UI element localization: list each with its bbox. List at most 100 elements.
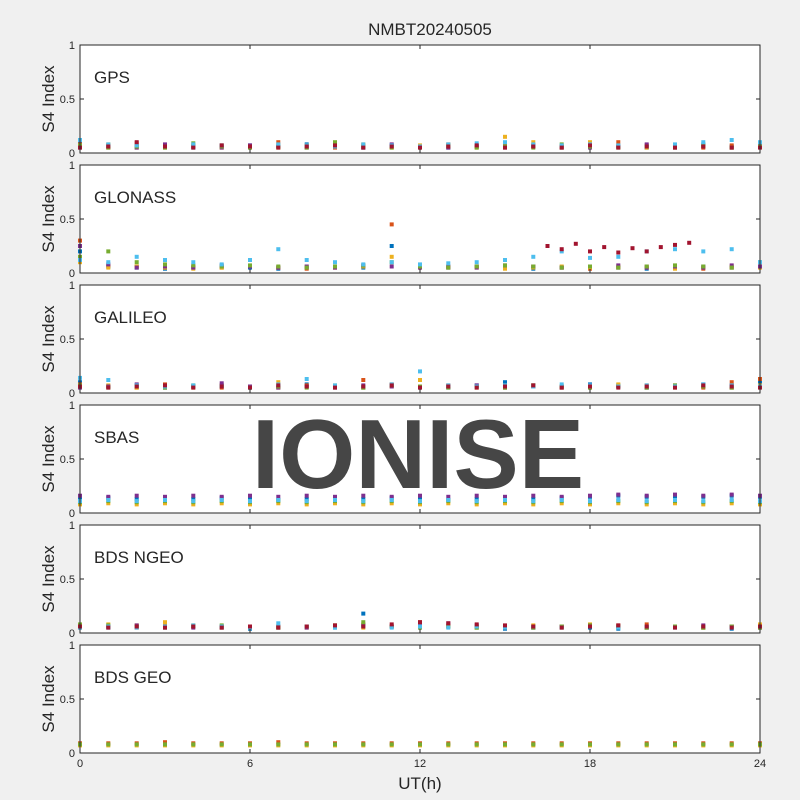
data-point bbox=[559, 143, 564, 148]
subplot-3: 0 0.5 1 GALILEO S4 Index bbox=[39, 280, 762, 400]
data-point bbox=[559, 501, 564, 506]
data-point bbox=[616, 385, 621, 390]
data-point bbox=[418, 502, 422, 507]
data-point bbox=[361, 493, 366, 498]
data-point bbox=[503, 263, 507, 268]
panel-label: GLONASS bbox=[94, 188, 176, 207]
data-point bbox=[304, 493, 309, 498]
data-point bbox=[248, 263, 252, 268]
data-point bbox=[446, 742, 451, 747]
data-point bbox=[106, 498, 111, 502]
data-point bbox=[191, 145, 196, 150]
data-point bbox=[701, 502, 706, 507]
data-point bbox=[446, 142, 451, 147]
data-point bbox=[616, 625, 621, 630]
data-point bbox=[602, 245, 607, 250]
data-point bbox=[248, 624, 252, 629]
data-point bbox=[276, 498, 281, 502]
data-point bbox=[644, 624, 649, 629]
data-point bbox=[474, 493, 479, 498]
data-point bbox=[304, 742, 309, 747]
data-point bbox=[418, 264, 422, 269]
data-point bbox=[503, 266, 507, 271]
data-point bbox=[588, 502, 592, 507]
x-axis-label: UT(h) bbox=[398, 774, 441, 793]
data-point bbox=[503, 384, 507, 389]
data-point bbox=[616, 263, 621, 268]
data-point bbox=[701, 742, 706, 747]
y-axis-label: S4 Index bbox=[39, 305, 58, 373]
data-point bbox=[644, 499, 649, 504]
data-point bbox=[191, 142, 196, 147]
data-point bbox=[361, 384, 366, 389]
data-point bbox=[276, 621, 281, 626]
data-point bbox=[361, 262, 366, 267]
data-point bbox=[333, 385, 337, 390]
data-point bbox=[304, 265, 309, 270]
data-point bbox=[418, 742, 422, 747]
data-point bbox=[248, 144, 252, 149]
data-point bbox=[418, 499, 422, 504]
data-point bbox=[701, 493, 706, 498]
data-point bbox=[729, 498, 734, 502]
data-point bbox=[616, 254, 621, 259]
data-point bbox=[389, 144, 394, 149]
data-point bbox=[418, 620, 422, 625]
data-point bbox=[446, 384, 451, 389]
data-point bbox=[616, 498, 621, 502]
data-point bbox=[673, 495, 677, 500]
data-point bbox=[361, 142, 366, 147]
data-point bbox=[503, 258, 507, 262]
data-point bbox=[701, 499, 706, 504]
data-point bbox=[559, 265, 564, 270]
data-point bbox=[644, 742, 649, 747]
data-point bbox=[644, 502, 649, 507]
data-point bbox=[644, 249, 649, 254]
data-point bbox=[474, 742, 479, 747]
series-3 bbox=[78, 492, 762, 499]
data-point bbox=[531, 264, 536, 269]
data-point bbox=[588, 499, 592, 504]
data-point bbox=[219, 384, 224, 389]
data-point bbox=[191, 497, 196, 501]
panel-label: SBAS bbox=[94, 428, 139, 447]
data-point bbox=[276, 247, 281, 252]
data-point bbox=[361, 502, 366, 507]
data-point bbox=[304, 377, 309, 381]
x-tick-label: 18 bbox=[584, 758, 596, 770]
data-point bbox=[134, 140, 139, 145]
data-point bbox=[503, 498, 507, 502]
data-point bbox=[446, 494, 451, 499]
data-point bbox=[219, 381, 224, 386]
data-point bbox=[588, 384, 592, 389]
data-point bbox=[163, 383, 167, 388]
data-point bbox=[389, 260, 394, 265]
data-point bbox=[134, 384, 139, 389]
data-point bbox=[304, 258, 309, 262]
data-point bbox=[191, 260, 196, 265]
data-point bbox=[474, 264, 479, 269]
data-point bbox=[503, 625, 507, 630]
data-point bbox=[418, 497, 422, 501]
data-point bbox=[531, 624, 536, 629]
data-point bbox=[673, 625, 677, 630]
axes-background bbox=[80, 645, 760, 753]
data-point bbox=[616, 623, 621, 628]
data-point bbox=[644, 622, 649, 627]
y-tick-label: 0 bbox=[69, 748, 75, 760]
data-point bbox=[588, 624, 592, 629]
series-7 bbox=[545, 240, 692, 255]
y-axis-label: S4 Index bbox=[39, 185, 58, 253]
data-point bbox=[248, 499, 252, 504]
data-point bbox=[276, 742, 281, 747]
data-point bbox=[673, 247, 677, 252]
data-point bbox=[531, 497, 536, 501]
data-point bbox=[248, 502, 252, 507]
data-point bbox=[559, 498, 564, 502]
data-point bbox=[701, 144, 706, 149]
data-point bbox=[503, 501, 507, 506]
data-point bbox=[163, 262, 167, 267]
data-point bbox=[729, 143, 734, 148]
data-point bbox=[389, 254, 394, 259]
data-point bbox=[304, 624, 309, 629]
